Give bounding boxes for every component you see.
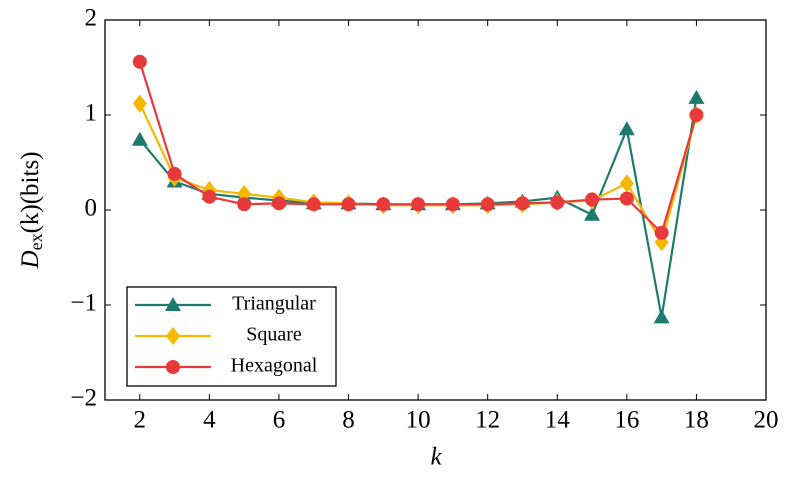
y-tick-label: 2 — [85, 5, 98, 32]
y-tick-label: −1 — [70, 290, 97, 317]
marker — [132, 54, 147, 69]
y-tick-label: 0 — [85, 195, 98, 222]
x-tick-label: 10 — [406, 407, 431, 434]
y-label-main: D — [17, 250, 44, 269]
marker — [376, 197, 391, 212]
legend: Triangular Square Hexagonal — [126, 286, 337, 387]
legend-label: Triangular — [232, 293, 316, 315]
x-tick-label: 6 — [273, 407, 286, 434]
marker — [515, 196, 530, 211]
marker — [445, 197, 460, 212]
x-tick-label: 4 — [203, 407, 216, 434]
x-tick-label: 14 — [545, 407, 571, 434]
x-tick-label: 20 — [754, 407, 779, 434]
legend-label: Hexagonal — [231, 355, 318, 377]
marker — [584, 206, 601, 221]
marker — [166, 327, 180, 345]
marker — [237, 197, 252, 212]
marker — [653, 309, 670, 324]
marker — [341, 197, 356, 212]
marker — [619, 174, 634, 193]
y-label-sub: ex — [26, 233, 46, 250]
x-axis-label: k — [430, 444, 442, 471]
x-tick-label: 16 — [614, 407, 639, 434]
y-tick-label: 1 — [85, 100, 98, 127]
marker — [202, 189, 217, 204]
x-tick-label: 18 — [684, 407, 709, 434]
marker — [165, 297, 181, 311]
marker — [132, 94, 147, 113]
marker — [411, 197, 426, 212]
marker — [688, 89, 705, 104]
x-tick-label: 12 — [475, 407, 500, 434]
y-tick-label: −2 — [70, 385, 97, 412]
marker — [619, 191, 634, 206]
legend-label: Square — [246, 324, 302, 346]
marker — [654, 225, 669, 240]
marker — [167, 166, 182, 181]
marker — [306, 197, 321, 212]
marker — [585, 192, 600, 207]
marker — [480, 197, 495, 212]
marker — [166, 360, 180, 374]
x-tick-label: 8 — [342, 407, 355, 434]
marker — [618, 121, 635, 136]
marker — [550, 195, 565, 210]
marker — [131, 131, 148, 146]
y-axis-label: Dex(k)(bits) — [17, 152, 46, 270]
series-line — [138, 103, 698, 246]
y-label-rest: (k)(bits) — [17, 152, 44, 234]
marker — [271, 196, 286, 211]
x-tick-label: 2 — [134, 407, 147, 434]
marker — [689, 108, 704, 122]
